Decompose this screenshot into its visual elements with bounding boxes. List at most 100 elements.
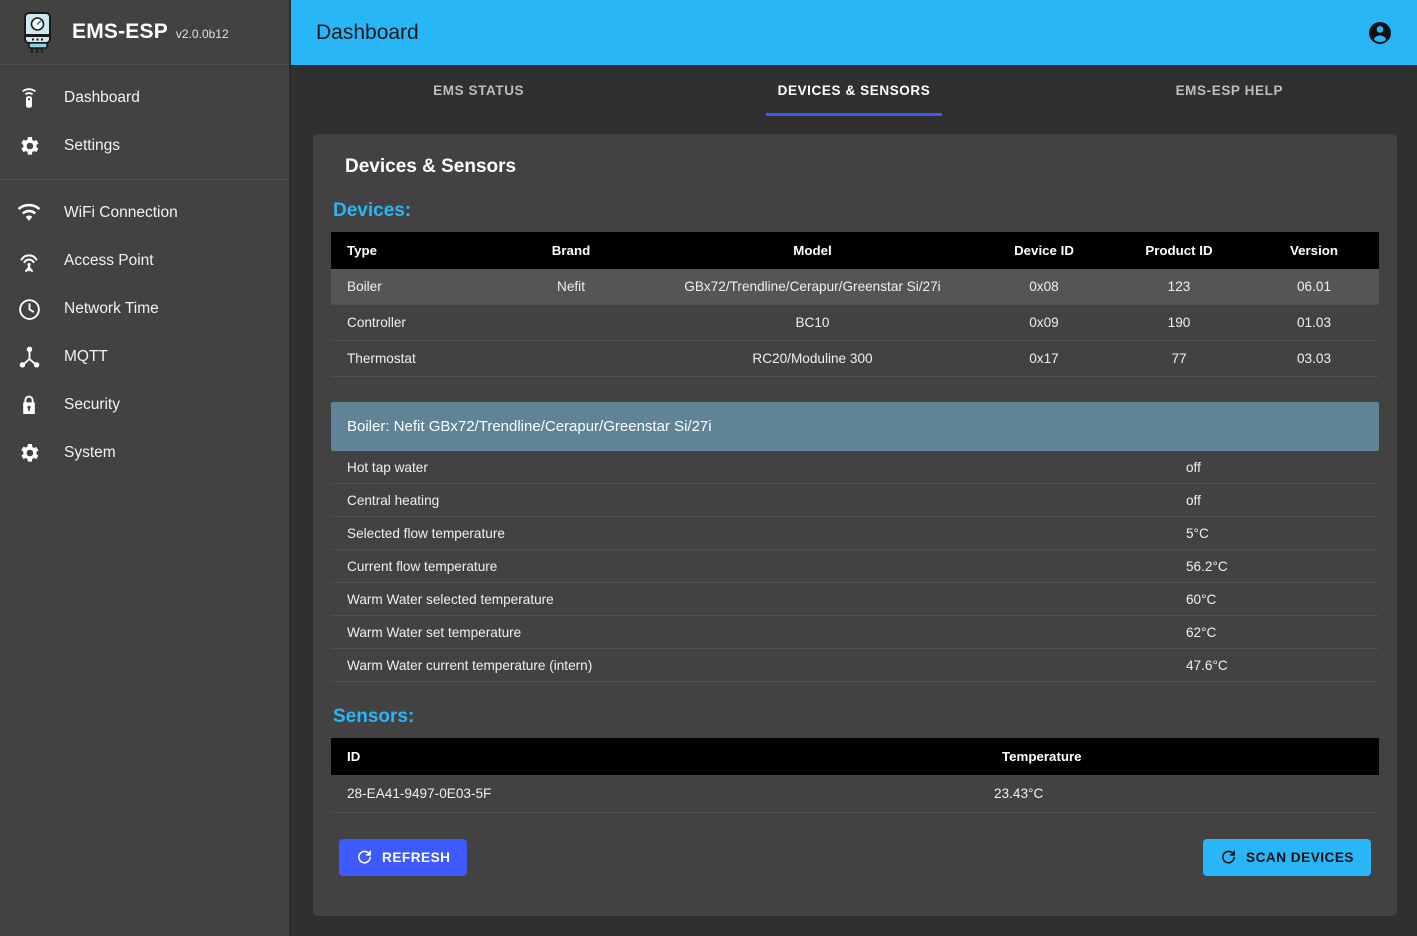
devices-table: Type Brand Model Device ID Product ID Ve… (331, 232, 1379, 377)
table-row[interactable]: Boiler Nefit GBx72/Trendline/Cerapur/Gre… (331, 269, 1379, 305)
column-id: ID (331, 738, 986, 775)
detail-value: off (1186, 459, 1201, 475)
sensors-table: ID Temperature 28-EA41-9497-0E03-5F 23.4… (331, 738, 1379, 813)
table-row[interactable]: Thermostat RC20/Moduline 300 0x17 77 03.… (331, 340, 1379, 377)
column-type: Type (331, 232, 496, 269)
list-item: Current flow temperature 56.2°C (331, 550, 1379, 583)
column-brand: Brand (496, 232, 646, 269)
list-item: Central heating off (331, 484, 1379, 517)
detail-label: Hot tap water (347, 459, 428, 475)
cell-sensor-temperature: 23.43°C (986, 775, 1379, 813)
tab-bar: EMS STATUS DEVICES & SENSORS EMS-ESP HEL… (291, 65, 1417, 116)
app-bar: Dashboard (291, 0, 1417, 65)
cell-model: GBx72/Trendline/Cerapur/Greenstar Si/27i (646, 269, 979, 305)
column-version: Version (1249, 232, 1379, 269)
detail-value: off (1186, 492, 1201, 508)
list-item: Warm Water current temperature (intern) … (331, 649, 1379, 682)
sidebar-item-security[interactable]: Security (0, 381, 289, 429)
sidebar-item-label: MQTT (64, 348, 108, 365)
detail-value: 56.2°C (1186, 558, 1228, 574)
table-row[interactable]: Controller BC10 0x09 190 01.03 (331, 304, 1379, 341)
sidebar-item-label: Security (64, 396, 120, 413)
brand-header: EMS-ESP v2.0.0b12 (0, 0, 289, 65)
cell-brand (496, 304, 646, 341)
sidebar-item-mqtt[interactable]: MQTT (0, 333, 289, 381)
scan-devices-button-label: SCAN DEVICES (1246, 850, 1354, 865)
cell-device-id: 0x09 (979, 304, 1109, 341)
detail-value: 60°C (1186, 591, 1217, 607)
sidebar-group-secondary: WiFi Connection Access Point (0, 180, 289, 486)
detail-value: 5°C (1186, 525, 1209, 541)
refresh-icon (1220, 849, 1237, 866)
card-title: Devices & Sensors (345, 156, 517, 177)
list-item: Warm Water set temperature 62°C (331, 616, 1379, 649)
sidebar-item-system[interactable]: System (0, 429, 289, 477)
column-temperature: Temperature (986, 738, 1379, 775)
sidebar-item-network-time[interactable]: Network Time (0, 285, 289, 333)
sidebar-item-label: WiFi Connection (64, 204, 178, 221)
cell-model: RC20/Moduline 300 (646, 340, 979, 377)
cell-version: 06.01 (1249, 269, 1379, 305)
wifi-icon (16, 200, 42, 226)
brand-title: EMS-ESP (72, 20, 168, 43)
action-bar: REFRESH SCAN DEVICES (331, 839, 1379, 876)
sidebar-item-label: Dashboard (64, 89, 140, 106)
page-title: Dashboard (316, 20, 419, 44)
cell-device-id: 0x08 (979, 269, 1109, 305)
account-circle-icon[interactable] (1365, 18, 1395, 48)
sidebar: EMS-ESP v2.0.0b12 Dashboard (0, 0, 291, 936)
sidebar-item-label: System (64, 444, 116, 461)
refresh-button[interactable]: REFRESH (339, 839, 468, 876)
detail-label: Warm Water selected temperature (347, 591, 554, 607)
cell-product-id: 123 (1109, 269, 1249, 305)
sidebar-item-label: Network Time (64, 300, 159, 317)
sidebar-group-primary: Dashboard Settings (0, 65, 289, 179)
brand-version: v2.0.0b12 (175, 27, 229, 41)
cell-version: 01.03 (1249, 304, 1379, 341)
detail-label: Warm Water current temperature (intern) (347, 657, 593, 673)
dashboard-device-icon (16, 85, 42, 111)
cell-version: 03.03 (1249, 340, 1379, 377)
column-model: Model (646, 232, 979, 269)
device-detail-list: Hot tap water off Central heating off Se… (331, 451, 1379, 682)
cell-type: Thermostat (331, 340, 496, 377)
sidebar-item-label: Access Point (64, 252, 154, 269)
detail-label: Selected flow temperature (347, 525, 505, 541)
devices-sensors-card: Devices & Sensors Devices: Type Brand Mo… (313, 134, 1397, 916)
cell-brand (496, 340, 646, 377)
tab-devices-and-sensors[interactable]: DEVICES & SENSORS (666, 65, 1041, 116)
column-device-id: Device ID (979, 232, 1109, 269)
list-item: Warm Water selected temperature 60°C (331, 583, 1379, 616)
cell-type: Boiler (331, 269, 496, 305)
devices-table-header: Type Brand Model Device ID Product ID Ve… (331, 232, 1379, 269)
refresh-button-label: REFRESH (382, 850, 451, 865)
sidebar-item-dashboard[interactable]: Dashboard (0, 74, 289, 122)
sidebar-item-wifi-connection[interactable]: WiFi Connection (0, 189, 289, 237)
cell-type: Controller (331, 304, 496, 341)
detail-label: Current flow temperature (347, 558, 498, 574)
cell-sensor-id: 28-EA41-9497-0E03-5F (331, 775, 986, 813)
sensors-heading: Sensors: (333, 706, 415, 727)
tab-ems-esp-help[interactable]: EMS-ESP HELP (1175, 83, 1284, 98)
cell-model: BC10 (646, 304, 979, 341)
detail-value: 47.6°C (1186, 657, 1228, 673)
sidebar-item-label: Settings (64, 137, 121, 154)
tab-ems-status[interactable]: EMS STATUS (433, 83, 525, 98)
detail-label: Warm Water set temperature (347, 624, 522, 640)
gear-icon (16, 440, 42, 466)
content-area: Devices & Sensors Devices: Type Brand Mo… (291, 116, 1417, 936)
scan-devices-button[interactable]: SCAN DEVICES (1203, 839, 1371, 876)
table-row: 28-EA41-9497-0E03-5F 23.43°C (331, 775, 1379, 813)
sidebar-divider (0, 179, 289, 180)
sidebar-item-access-point[interactable]: Access Point (0, 237, 289, 285)
cell-device-id: 0x17 (979, 340, 1109, 377)
list-item: Hot tap water off (331, 451, 1379, 484)
main-region: Dashboard EMS STATUS DEVICES & SENSORS E… (291, 0, 1417, 936)
cell-brand: Nefit (496, 269, 646, 305)
gear-icon (16, 133, 42, 159)
access-point-icon (16, 248, 42, 274)
device-detail-header: Boiler: Nefit GBx72/Trendline/Cerapur/Gr… (331, 402, 1379, 451)
cell-product-id: 77 (1109, 340, 1249, 377)
sidebar-item-settings[interactable]: Settings (0, 122, 289, 170)
